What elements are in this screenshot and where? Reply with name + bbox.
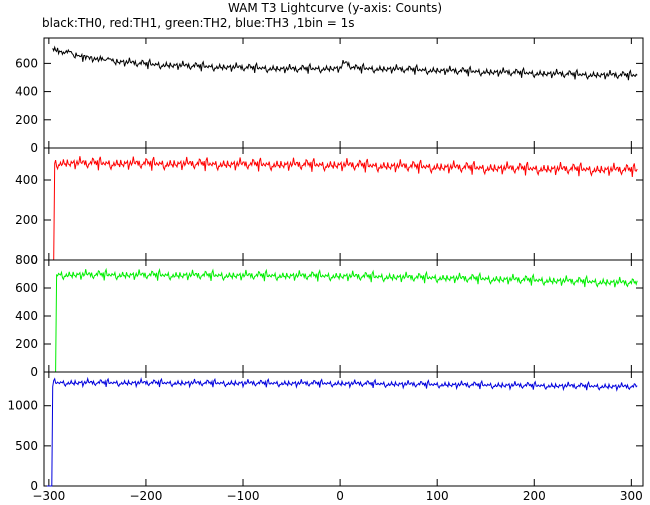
y-tick-label: 0 — [30, 365, 38, 379]
panel-th3: 0 500 1000 — [7, 371, 644, 493]
y-tick-label: 800 — [15, 253, 38, 267]
chart-title: WAM T3 Lightcurve (y-axis: Counts) — [228, 1, 442, 15]
y-tick-label: 400 — [15, 173, 38, 187]
y-tick-label: 400 — [15, 309, 38, 323]
series-line-th2 — [48, 267, 638, 373]
y-tick-label: 0 — [30, 479, 38, 493]
y-tick-label: 400 — [15, 85, 38, 99]
chart-subtitle: black:TH0, red:TH1, green:TH2, blue:TH3 … — [42, 16, 355, 30]
series-line-th1 — [48, 156, 638, 261]
y-tick-label: 600 — [15, 56, 38, 70]
x-tick-label: 0 — [336, 489, 344, 503]
y-tick-label: 600 — [15, 281, 38, 295]
panel-frame — [43, 371, 644, 487]
panel-th0: 0 200 400 600 — [15, 37, 644, 155]
x-tick-label: −200 — [129, 489, 162, 503]
x-tick-label: −100 — [227, 489, 260, 503]
y-tick-label: 200 — [15, 213, 38, 227]
y-tick-label: 0 — [30, 253, 38, 267]
panel-th2: 0 200 400 600 800 — [15, 253, 644, 379]
y-tick-label: 1000 — [7, 399, 38, 413]
x-tick-label: −300 — [32, 489, 65, 503]
panel-th1: 0 200 400 — [15, 147, 644, 267]
y-tick-label: 200 — [15, 337, 38, 351]
series-line-th3 — [46, 376, 638, 487]
y-tick-label: 500 — [15, 439, 38, 453]
x-tick-label: 100 — [426, 489, 449, 503]
x-tick-label: 300 — [620, 489, 643, 503]
series-line-th0 — [52, 45, 638, 81]
y-tick-label: 200 — [15, 113, 38, 127]
x-tick-label: 200 — [523, 489, 546, 503]
panel-frame — [43, 37, 644, 149]
y-tick-label: 0 — [30, 141, 38, 155]
panels-group: 02004006000200400020040060080005001000−3… — [7, 37, 644, 503]
